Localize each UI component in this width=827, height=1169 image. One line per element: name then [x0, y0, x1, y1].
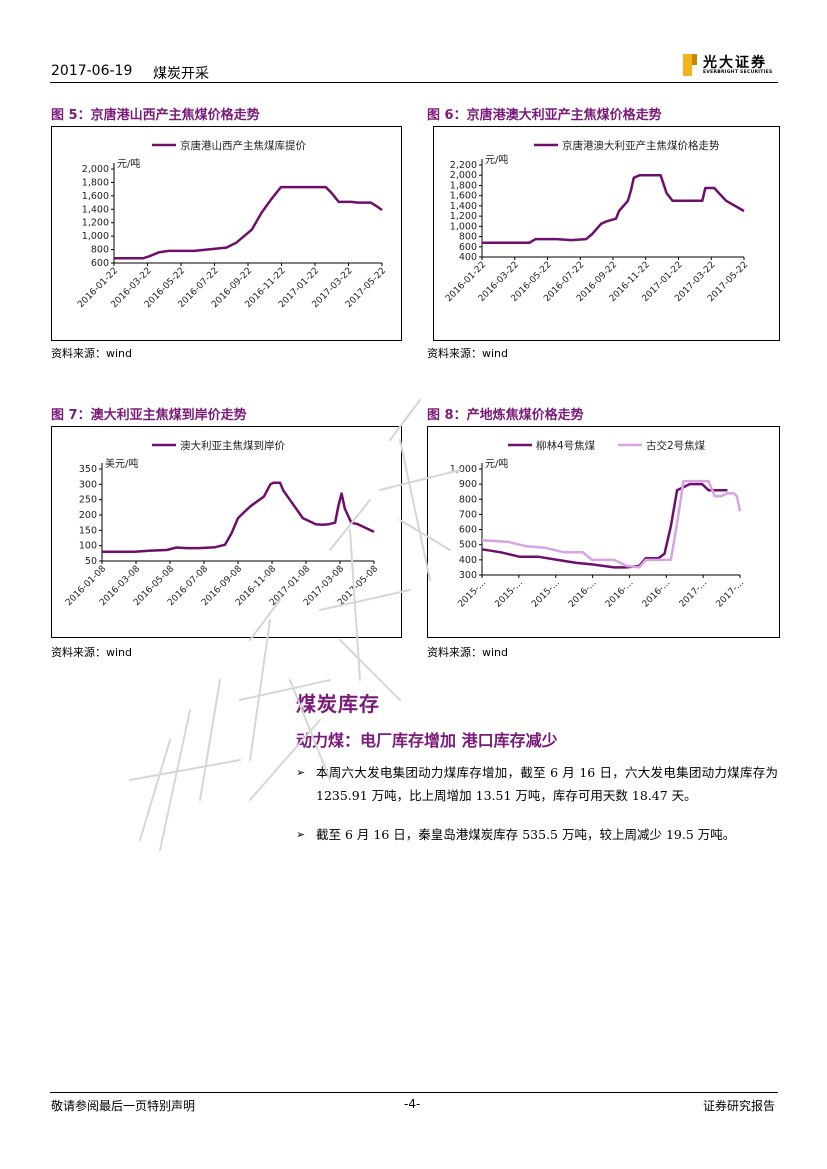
legend-label: 古交2号焦煤 [646, 439, 706, 452]
logo-text-cn: 光大证券 [703, 52, 767, 72]
y-tick-label: 100 [79, 541, 97, 552]
y-tick-label: 1,000 [82, 231, 109, 242]
x-tick-label: 2016-... [641, 578, 673, 610]
page-number: -4- [404, 1097, 420, 1111]
y-tick-label: 2,000 [82, 164, 109, 175]
report-sector: 煤炭开采 [153, 63, 209, 83]
bullet-text: 截至 6 月 16 日，秦皇岛港煤炭库存 535.5 万吨，较上周减少 19.5… [316, 823, 778, 846]
figure-6-caption: 图 6：京唐港澳大利亚产主焦煤价格走势 [427, 104, 662, 123]
y-tick-label: 900 [459, 479, 477, 490]
series-line [482, 481, 740, 567]
footer-disclaimer: 敬请参阅最后一页特别声明 [51, 1097, 195, 1114]
x-tick-label: 2016-... [604, 578, 636, 610]
unit-label: 元/吨 [485, 457, 508, 470]
y-tick-label: 200 [79, 510, 97, 521]
figure-7-caption: 图 7：澳大利亚主焦煤到岸价走势 [51, 404, 247, 423]
y-tick-label: 300 [459, 570, 477, 581]
figure-6-svg: 元/吨2,2002,0001,8001,6001,4001,2001,00080… [434, 127, 779, 340]
figure-7-source: 资料来源：wind [51, 644, 132, 660]
bullet-item: ➢ 本周六大发电集团动力煤库存增加，截至 6 月 16 日，六大发电集团动力煤库… [296, 761, 778, 807]
y-tick-label: 350 [79, 464, 97, 475]
figure-6-source: 资料来源：wind [427, 345, 508, 361]
y-tick-label: 400 [459, 555, 477, 566]
figure-8-source: 资料来源：wind [427, 644, 508, 660]
y-tick-label: 500 [459, 540, 477, 551]
figure-5-svg: 元/吨2,0001,8001,6001,4001,2001,0008006002… [52, 127, 401, 340]
figure-5-caption: 图 5：京唐港山西产主焦煤价格走势 [51, 104, 260, 123]
series-line [102, 483, 374, 552]
section-title: 煤炭库存 [296, 688, 380, 717]
y-tick-label: 1,800 [82, 177, 109, 188]
series-line [482, 175, 744, 243]
report-date: 2017-06-19 [51, 63, 132, 79]
x-tick-label: 2016-... [567, 578, 599, 610]
bullet-text: 本周六大发电集团动力煤库存增加，截至 6 月 16 日，六大发电集团动力煤库存为… [316, 761, 778, 807]
logo-mark-icon [683, 54, 697, 76]
header-divider [50, 82, 778, 83]
company-logo: 光大证券 EVERBRIGHT SECURITIES [683, 52, 779, 80]
figure-5-source: 资料来源：wind [51, 345, 132, 361]
y-tick-label: 800 [459, 494, 477, 505]
figure-5-chart: 元/吨 2,000 1,800 1,600 1,400 1,200 1,000 800 600 2… [51, 126, 402, 341]
unit-label: 元/吨 [485, 153, 508, 166]
unit-label: 元/吨 [117, 157, 140, 170]
series-line [482, 484, 727, 567]
y-tick-label: 800 [91, 245, 109, 256]
y-tick-label: 600 [459, 525, 477, 536]
y-tick-label: 600 [91, 258, 109, 269]
legend-label: 京唐港山西产主焦煤库提价 [180, 139, 306, 152]
y-tick-label: 700 [459, 509, 477, 520]
unit-label: 美元/吨 [105, 457, 138, 470]
x-tick-label: 2015-... [530, 578, 562, 610]
x-tick-label: 2015-... [493, 578, 525, 610]
footer-report-type: 证券研究报告 [703, 1097, 775, 1114]
y-tick-label: 1,000 [450, 464, 477, 475]
arrow-bullet-icon: ➢ [296, 823, 305, 846]
y-tick-label: 50 [85, 556, 97, 567]
legend-label: 柳林4号焦煤 [536, 439, 596, 452]
footer-divider [50, 1092, 778, 1093]
x-tick-label: 2015-... [456, 578, 488, 610]
y-tick-label: 1,200 [82, 218, 109, 229]
figure-6-chart: 元/吨 2,200 2,000 1,800 1,600 1,400 1,200 1,000 80… [433, 126, 780, 341]
arrow-bullet-icon: ➢ [296, 761, 305, 784]
y-tick-label: 150 [79, 525, 97, 536]
y-tick-label: 1,600 [82, 191, 109, 202]
figure-8-chart: 元/吨 1,000 900 800 700 600 500 400 300 2015-... 201… [427, 426, 780, 638]
legend-label: 澳大利亚主焦煤到岸价 [180, 439, 285, 452]
y-tick-label: 1,400 [82, 204, 109, 215]
y-tick-label: 250 [79, 495, 97, 506]
bullet-item: ➢ 截至 6 月 16 日，秦皇岛港煤炭库存 535.5 万吨，较上周减少 19… [296, 823, 778, 846]
x-tick-label: 2017-... [714, 578, 746, 610]
y-tick-label: 300 [79, 479, 97, 490]
legend-label: 京唐港澳大利亚产主焦煤价格走势 [562, 139, 720, 152]
logo-text-en: EVERBRIGHT SECURITIES [703, 70, 773, 75]
figure-7-svg: 美元/吨350300250200150100502016-01-082016-0… [52, 427, 401, 637]
x-tick-label: 2017-... [678, 578, 710, 610]
y-tick-label: 400 [459, 252, 477, 263]
series-line [114, 187, 382, 258]
section-subtitle: 动力煤：电厂库存增加 港口库存减少 [296, 727, 558, 751]
figure-7-chart: 美元/吨 350 300 250 200 150 100 50 2016-01-08 2016-0… [51, 426, 402, 638]
figure-8-caption: 图 8：产地炼焦煤价格走势 [427, 404, 584, 423]
